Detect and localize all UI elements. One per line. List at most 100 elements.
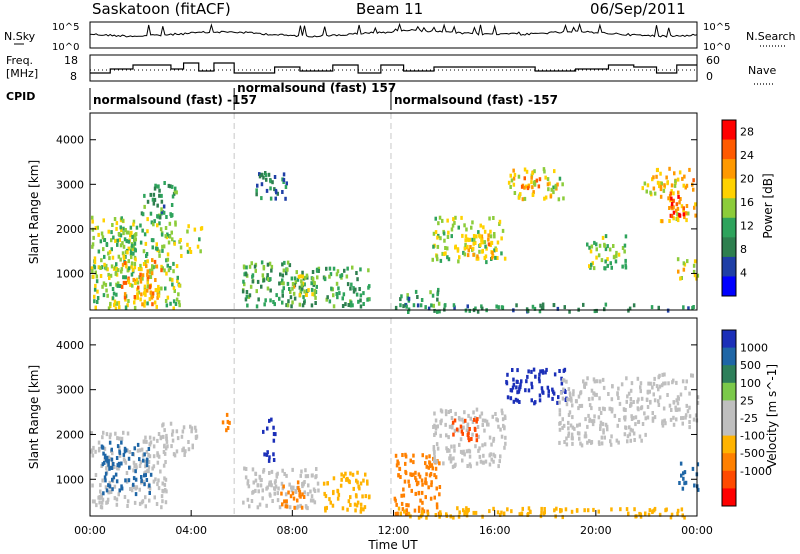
heatmap-cell: [643, 181, 647, 186]
heatmap-cell: [100, 500, 104, 505]
heatmap-cell: [629, 397, 633, 401]
heatmap-cell: [305, 273, 309, 278]
heatmap-cell: [131, 452, 134, 456]
heatmap-cell: [155, 502, 159, 506]
heatmap-cell: [126, 250, 129, 255]
heatmap-cell: [600, 435, 604, 440]
heatmap-cell: [190, 426, 194, 431]
velocity-colorbar-swatch: [722, 365, 736, 384]
heatmap-cell: [131, 283, 134, 288]
heatmap-cell: [174, 220, 177, 225]
heatmap-cell: [171, 184, 174, 189]
heatmap-cell: [111, 255, 115, 260]
heatmap-cell: [558, 421, 561, 426]
heatmap-cell: [436, 292, 439, 297]
heatmap-cell: [103, 262, 106, 267]
heatmap-cell: [352, 286, 355, 291]
heatmap-cell: [175, 297, 179, 302]
heatmap-cell: [160, 286, 163, 291]
heatmap-cell: [133, 262, 137, 266]
heatmap-cell: [150, 267, 154, 272]
heatmap-cell: [542, 167, 546, 172]
heatmap-cell: [533, 182, 537, 187]
heatmap-cell: [422, 509, 426, 514]
heatmap-cell: [439, 433, 442, 438]
heatmap-cell: [272, 438, 276, 443]
heatmap-cell: [243, 282, 246, 287]
heatmap-cell: [684, 413, 688, 418]
heatmap-cell: [160, 199, 164, 204]
heatmap-cell: [570, 509, 574, 514]
heatmap-cell: [165, 433, 168, 438]
heatmap-cell: [661, 372, 664, 377]
heatmap-cell: [575, 508, 579, 513]
heatmap-cell: [562, 196, 565, 201]
heatmap-cell: [275, 293, 278, 298]
heatmap-cell: [311, 292, 314, 297]
heatmap-cell: [658, 512, 662, 517]
heatmap-cell: [263, 452, 266, 457]
heatmap-cell: [432, 244, 435, 249]
heatmap-cell: [690, 373, 693, 378]
heatmap-cell: [598, 243, 602, 248]
heatmap-cell: [139, 276, 142, 281]
x-tick-label: 04:00: [175, 524, 207, 537]
heatmap-cell: [663, 372, 666, 377]
heatmap-cell: [337, 492, 341, 497]
heatmap-cell: [103, 475, 107, 480]
heatmap-cell: [680, 204, 684, 209]
heatmap-cell: [454, 215, 457, 220]
heatmap-cell: [615, 250, 618, 255]
heatmap-cell: [623, 243, 627, 248]
heatmap-cell: [669, 191, 673, 196]
heatmap-cell: [100, 495, 103, 500]
heatmap-cell: [659, 194, 663, 199]
heatmap-cell: [448, 448, 451, 453]
heatmap-cell: [541, 370, 545, 375]
beam-label: Beam 11: [356, 0, 423, 18]
heatmap-cell: [358, 287, 361, 291]
heatmap-cell: [658, 395, 662, 400]
heatmap-cell: [351, 472, 355, 477]
heatmap-cell: [624, 425, 627, 430]
heatmap-cell: [538, 309, 542, 314]
heatmap-cell: [639, 385, 642, 390]
heatmap-cell: [266, 450, 269, 455]
heatmap-cell: [291, 300, 294, 305]
heatmap-cell: [596, 379, 599, 384]
heatmap-cell: [399, 303, 402, 308]
heatmap-cell: [259, 483, 263, 488]
heatmap-cell: [427, 306, 431, 311]
heatmap-cell: [623, 249, 626, 254]
heatmap-cell: [563, 440, 566, 444]
heatmap-cell: [496, 240, 500, 245]
heatmap-cell: [597, 509, 600, 514]
heatmap-cell: [111, 287, 115, 291]
heatmap-cell: [330, 286, 333, 291]
heatmap-cell: [490, 255, 494, 260]
velocity-colorbar-swatch: [722, 470, 736, 489]
heatmap-cell: [610, 397, 614, 402]
power-colorbar-tick: 8: [740, 243, 747, 256]
heatmap-cell: [516, 390, 519, 395]
heatmap-cell: [99, 266, 102, 270]
heatmap-cell: [155, 242, 158, 247]
heatmap-cell: [480, 234, 484, 239]
heatmap-cell: [282, 180, 285, 184]
heatmap-cell: [553, 372, 557, 377]
heatmap-cell: [167, 183, 171, 188]
heatmap-cell: [466, 244, 469, 249]
heatmap-cell: [258, 174, 262, 179]
heatmap-cell: [276, 491, 279, 496]
heatmap-cell: [179, 245, 183, 250]
heatmap-cell: [103, 254, 106, 259]
heatmap-cell: [314, 295, 317, 300]
heatmap-cell: [404, 461, 407, 466]
velocity-colorbar-swatch: [722, 382, 736, 401]
heatmap-cell: [629, 438, 632, 443]
heatmap-cell: [651, 411, 654, 415]
heatmap-cell: [580, 443, 584, 448]
heatmap-cell: [258, 474, 261, 479]
heatmap-cell: [606, 427, 609, 432]
heatmap-cell: [453, 418, 457, 423]
